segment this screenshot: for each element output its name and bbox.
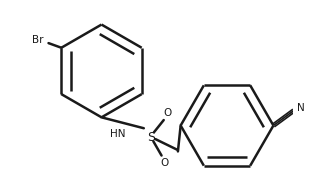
Text: HN: HN (110, 129, 126, 139)
Text: S: S (147, 131, 155, 144)
Text: O: O (163, 108, 172, 118)
Text: Br: Br (31, 35, 43, 45)
Text: N: N (297, 103, 305, 113)
Text: O: O (161, 159, 169, 168)
